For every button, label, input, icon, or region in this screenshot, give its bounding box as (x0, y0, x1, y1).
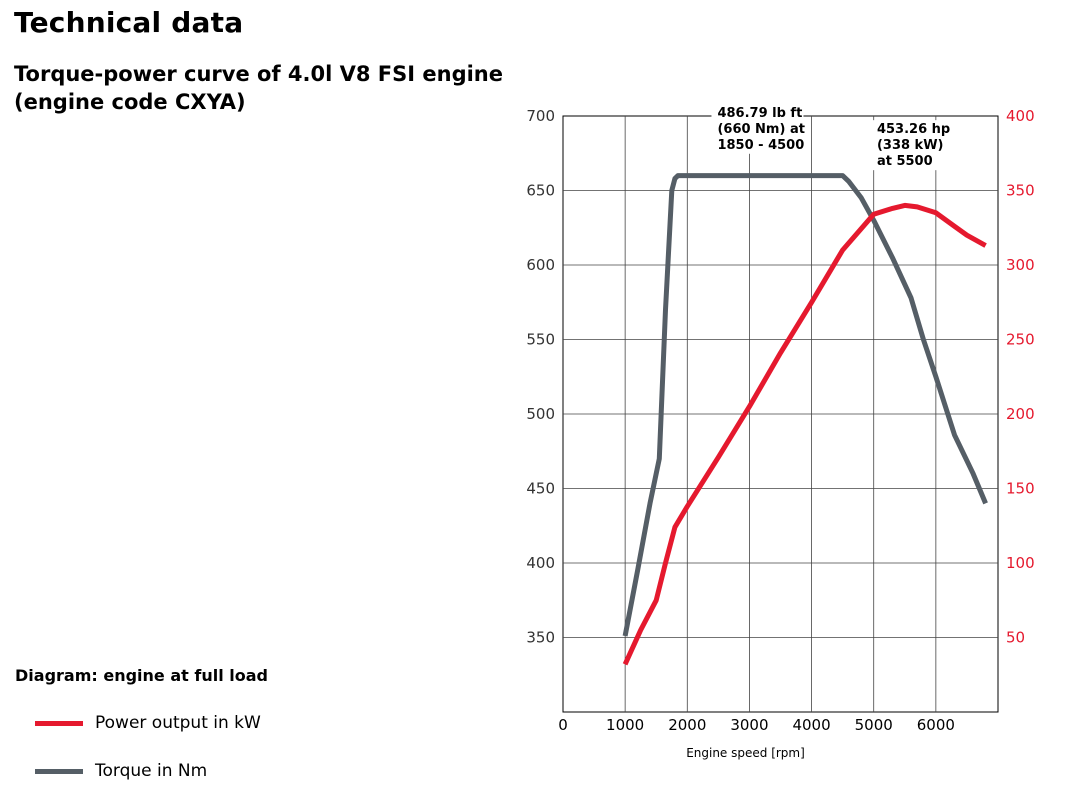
chart-heading-line-2: (engine code CXYA) (14, 90, 246, 114)
annotation-bg (711, 103, 804, 154)
legend-swatch-torque (35, 768, 83, 774)
y-tick-right-label: 150 (1006, 480, 1035, 498)
power-series-line (622, 202, 987, 666)
torque-series-line (622, 173, 988, 637)
y-tick-left-label: 500 (526, 405, 555, 423)
annotation-text: (660 Nm) at (717, 122, 804, 137)
x-tick-label: 0 (558, 716, 568, 734)
page-title: Technical data (14, 6, 244, 39)
y-tick-left-label: 650 (526, 182, 555, 200)
y-tick-left-label: 400 (526, 554, 555, 572)
y-tick-right-label: 100 (1006, 554, 1035, 572)
y-tick-right-label: 200 (1006, 405, 1035, 423)
y-tick-right-label: 50 (1006, 629, 1025, 647)
x-tick-label: 5000 (855, 716, 893, 734)
y-tick-left-label: 600 (526, 256, 555, 274)
annotation-text: at 5500 (877, 154, 933, 169)
legend: Power output in kW Torque in Nm (35, 710, 261, 806)
legend-label-power: Power output in kW (95, 713, 261, 733)
legend-item-torque: Torque in Nm (35, 758, 261, 784)
annotation-bg (872, 120, 949, 171)
x-axis-title: Engine speed [rpm] (686, 746, 805, 760)
x-tick-label: 3000 (730, 716, 768, 734)
x-tick-label: 6000 (917, 716, 955, 734)
y-tick-left-label: 700 (526, 107, 555, 125)
diagram-caption: Diagram: engine at full load (15, 666, 268, 685)
annotation-text: 453.26 hp (877, 122, 950, 137)
legend-swatch-power (35, 720, 83, 726)
y-tick-right-label: 250 (1006, 331, 1035, 349)
y-tick-right-label: 400 (1006, 107, 1035, 125)
annotation-text: (338 kW) (877, 138, 944, 153)
legend-item-power: Power output in kW (35, 710, 261, 736)
annotation-text: 486.79 lb ft (717, 106, 802, 121)
x-tick-label: 1000 (606, 716, 644, 734)
legend-label-torque: Torque in Nm (95, 761, 208, 781)
y-tick-right-label: 350 (1006, 182, 1035, 200)
annotation-text: 1850 - 4500 (717, 138, 804, 153)
y-tick-left-label: 550 (526, 331, 555, 349)
x-tick-label: 4000 (792, 716, 830, 734)
chart-heading-line-1: Torque-power curve of 4.0l V8 FSI engine (14, 62, 503, 86)
chart-heading: Torque-power curve of 4.0l V8 FSI engine… (14, 60, 503, 116)
y-tick-right-label: 300 (1006, 256, 1035, 274)
y-tick-left-label: 450 (526, 480, 555, 498)
x-tick-label: 2000 (668, 716, 706, 734)
y-tick-left-label: 350 (526, 629, 555, 647)
